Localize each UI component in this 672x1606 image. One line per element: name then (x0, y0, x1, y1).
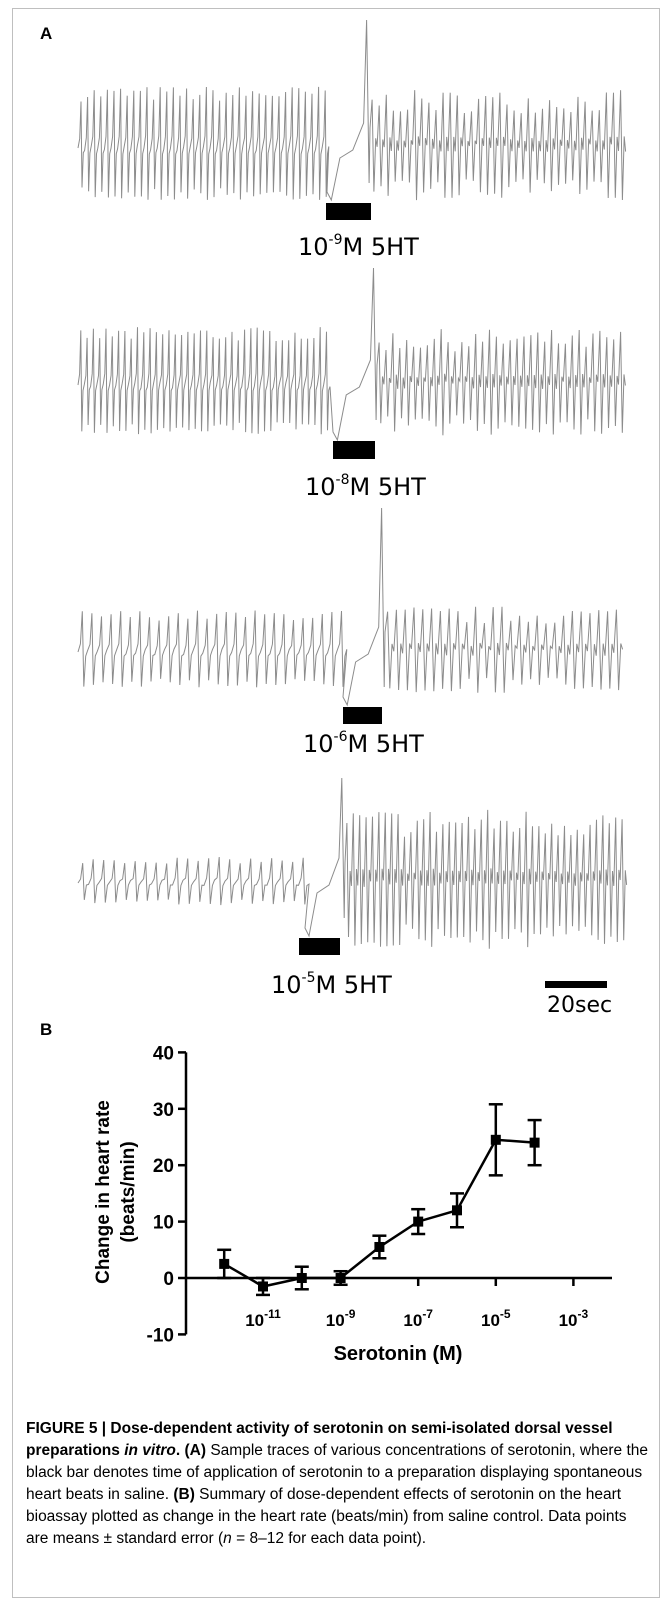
y-tick-label: 40 (153, 1043, 174, 1064)
data-point (374, 1241, 385, 1252)
scale-bar-label: 20sec (547, 993, 613, 1018)
x-tick-label: 10-11 (245, 1307, 281, 1330)
trace-3 (77, 507, 624, 707)
y-tick-label: 10 (153, 1213, 174, 1234)
application-bar-2 (333, 441, 375, 459)
trace-label-2: 10-8M 5HT (305, 472, 426, 501)
trace-waveform (77, 777, 628, 949)
trace-label-1: 10-9M 5HT (298, 232, 419, 261)
series-line (223, 1138, 535, 1288)
application-bar-1 (326, 203, 371, 220)
y-tick-label: 30 (153, 1100, 174, 1121)
data-point (258, 1281, 268, 1292)
panel-b-letter: B (40, 1020, 53, 1039)
data-point (296, 1273, 307, 1283)
x-tick-label: 10-5 (481, 1307, 511, 1330)
trace-label-4: 10-5M 5HT (271, 970, 392, 999)
x-axis-label: Serotonin (M) (334, 1343, 463, 1365)
caption-title: FIGURE 5 | Dose-dependent activity of se… (26, 1420, 613, 1459)
data-point (219, 1258, 230, 1269)
trace-waveform (77, 19, 627, 202)
caption-part-b-label: (B) (169, 1486, 195, 1503)
figure-frame (12, 8, 660, 1598)
y-axis-label-line2: (beats/min) (118, 1141, 139, 1242)
panel-a-letter: A (40, 24, 53, 43)
trace-waveform (77, 267, 626, 442)
data-point (529, 1137, 540, 1148)
caption-part-b-text: Summary of dose-dependent effects of ser… (26, 1486, 627, 1547)
y-tick-label: 20 (153, 1156, 174, 1177)
application-bar-3 (343, 707, 382, 724)
trace-4 (77, 777, 628, 949)
x-tick-label: 10-7 (403, 1307, 433, 1330)
x-tick-label: 10-9 (326, 1307, 356, 1330)
y-axis-label-line1: Change in heart rate (93, 1100, 114, 1284)
caption-part-a-label: (A) (180, 1442, 207, 1459)
application-bar-4 (299, 938, 340, 955)
caption-part-a-text: Sample traces of various concentrations … (26, 1442, 649, 1503)
y-tick-label: 0 (163, 1269, 174, 1290)
scale-bar (545, 981, 607, 988)
y-tick-label: -10 (147, 1325, 174, 1346)
data-point (490, 1134, 501, 1145)
trace-1 (77, 19, 627, 202)
data-point (452, 1205, 462, 1216)
dose-response-chart: -10 0 10 20 30 40 10-11 10-9 10-7 10-5 10-3 Serot… (93, 1043, 612, 1365)
figure-caption: FIGURE 5 | Dose-dependent activity of se… (26, 1420, 649, 1547)
trace-2 (77, 267, 626, 442)
x-tick-label: 10-3 (559, 1307, 589, 1330)
ecg-traces (77, 19, 628, 988)
trace-label-3: 10-6M 5HT (303, 729, 424, 758)
data-point (413, 1216, 424, 1227)
trace-waveform (77, 507, 624, 707)
